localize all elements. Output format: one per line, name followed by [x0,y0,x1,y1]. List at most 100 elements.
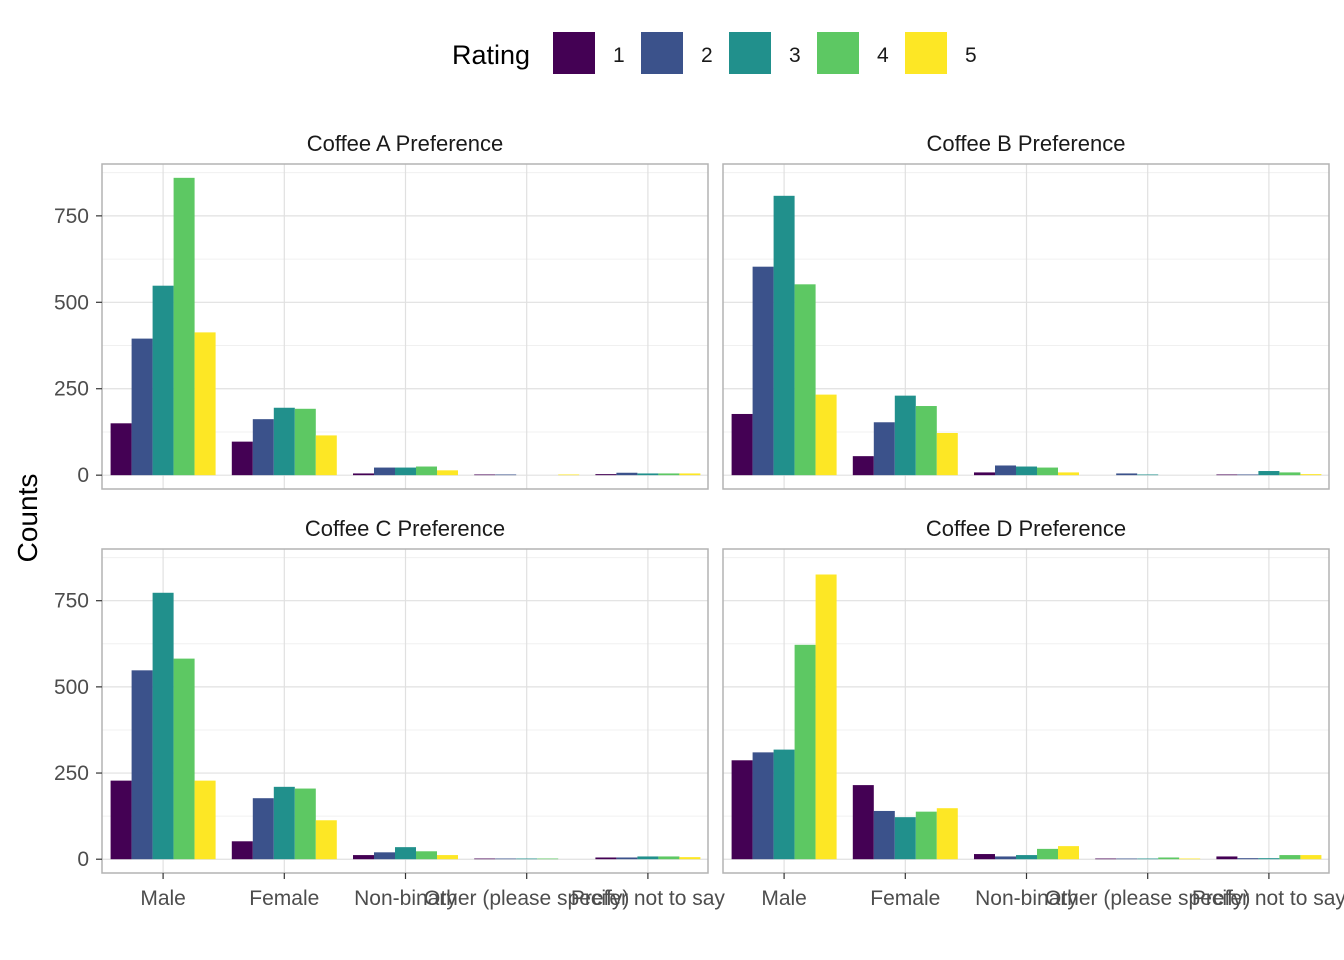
bar-rating-3-3 [395,847,416,860]
bar-rating-3-3 [1016,466,1037,476]
bar-rating-3-5 [1258,858,1280,860]
bar-rating-1-3 [353,473,374,476]
bar-rating-2-2 [873,810,895,860]
bar-rating-2-1 [752,266,774,476]
bar-rating-4-3 [416,851,437,860]
bar-rating-4-1 [794,284,816,476]
bar-rating-5-1 [815,394,837,476]
bar-rating-5-3 [437,855,458,860]
bar-rating-4-2 [294,408,316,476]
bar-rating-3-2 [894,395,916,476]
bar-rating-5-3 [1058,472,1079,476]
y-tick-label: 500 [54,291,89,314]
bar-rating-2-2 [252,419,274,476]
y-axis-title: Counts [12,474,43,563]
y-tick-label: 750 [54,205,89,228]
x-tick-label: Female [249,887,319,910]
y-tick-label: 0 [77,848,89,871]
legend-title: Rating [452,40,530,70]
bar-rating-1-5 [1216,474,1238,476]
bar-rating-2-3 [374,852,395,860]
bar-rating-1-2 [231,841,253,860]
bar-rating-3-4 [516,858,538,860]
x-tick-label: Other (please specify) [424,887,629,910]
legend-label-3: 3 [789,44,801,67]
bar-rating-4-5 [1279,472,1301,476]
bar-rating-4-1 [794,644,816,860]
facet-title: Coffee A Preference [307,131,504,156]
x-tick-label: Non-binary [975,887,1078,910]
bar-rating-5-1 [194,332,216,476]
bar-rating-3-2 [273,407,295,476]
bar-rating-3-5 [1258,471,1280,476]
bar-rating-5-2 [936,808,958,860]
facet-title: Coffee B Preference [927,131,1126,156]
bar-rating-4-5 [1279,855,1301,860]
bar-rating-1-1 [731,760,753,860]
bar-rating-2-2 [873,422,895,476]
bar-rating-2-2 [252,798,274,860]
bar-rating-5-5 [679,857,701,860]
bar-rating-4-2 [294,788,316,860]
bar-rating-5-5 [1300,474,1322,476]
bar-rating-5-4 [558,474,580,476]
bar-rating-4-3 [416,466,437,476]
bar-rating-3-1 [152,285,174,476]
bar-rating-3-5 [637,856,659,860]
bar-rating-4-4 [537,858,559,860]
bar-rating-1-3 [353,855,374,860]
bar-rating-3-4 [1137,474,1159,476]
panel-1: Coffee A Preference 0 250 500 750 [54,131,709,490]
bar-rating-1-2 [852,456,874,476]
bar-rating-2-4 [1116,858,1138,860]
bar-rating-2-4 [1116,473,1138,476]
bar-rating-2-5 [616,857,638,860]
bar-rating-4-2 [915,811,937,860]
bar-rating-1-3 [974,472,995,476]
legend-key-3 [729,32,771,74]
panels: Coffee A Preference 0 250 500 750 Coffee B Pr… [54,131,1344,910]
x-tick-label: Male [761,887,807,910]
bar-rating-5-5 [679,473,701,476]
bar-rating-5-2 [315,820,337,860]
legend-label-1: 1 [613,44,625,67]
legend-key-2 [641,32,683,74]
bar-rating-1-2 [231,441,253,476]
bar-rating-1-5 [595,474,617,476]
bar-rating-2-3 [995,856,1016,860]
panel-3: Coffee C Preference 0 250 500 750 Male Female N… [54,516,725,910]
bar-rating-2-3 [374,467,395,476]
bar-rating-5-1 [815,574,837,860]
bar-rating-2-4 [495,858,517,860]
panel-4: Coffee D Preference Male Female Non-binaryO… [722,516,1344,910]
bar-rating-2-3 [995,465,1016,476]
facet-title: Coffee C Preference [305,516,505,541]
bar-rating-5-2 [315,435,337,476]
bar-rating-2-5 [1237,474,1259,476]
legend-label-4: 4 [877,44,889,67]
bar-rating-5-2 [936,432,958,476]
bar-rating-4-1 [173,658,195,860]
panel-border [722,163,1330,490]
bar-rating-1-4 [474,474,496,476]
bar-rating-2-1 [131,338,153,476]
bar-rating-1-1 [110,780,132,860]
bar-rating-4-3 [1037,848,1058,860]
x-tick-label: Non-binary [354,887,457,910]
bar-rating-2-1 [131,670,153,860]
bar-rating-1-5 [1216,856,1238,860]
bar-rating-5-4 [1179,858,1201,860]
x-tick-label: Female [870,887,940,910]
legend-label-2: 2 [701,44,713,67]
bar-rating-4-2 [915,406,937,476]
x-tick-label: Prefer not to say [571,887,726,910]
bar-rating-2-4 [495,474,517,476]
panel-2: Coffee B Preference [722,131,1330,490]
legend-label-5: 5 [965,44,977,67]
y-tick-label: 750 [54,590,89,613]
bar-rating-3-3 [1016,855,1037,860]
legend: Rating 1 2 3 4 5 [452,32,977,74]
x-tick-label: Male [140,887,186,910]
bar-rating-5-3 [1058,846,1079,860]
